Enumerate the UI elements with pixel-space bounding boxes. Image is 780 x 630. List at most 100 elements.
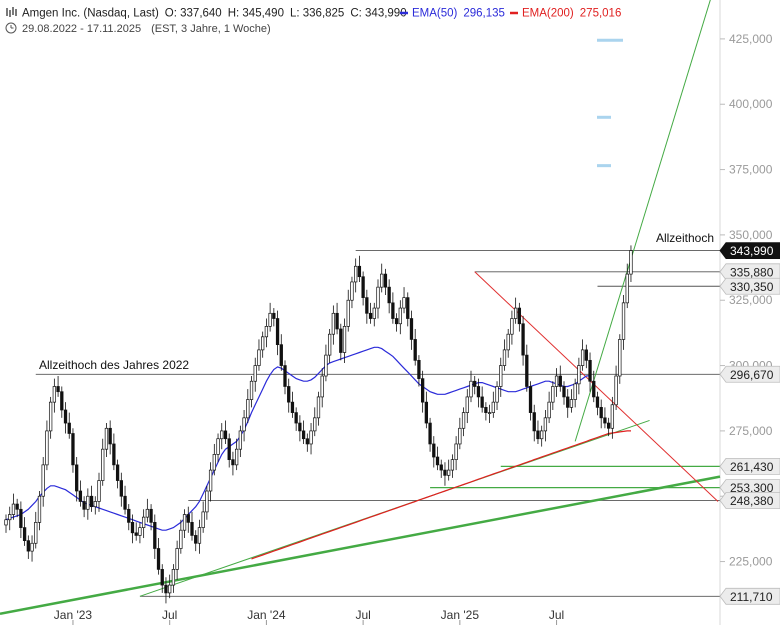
candle: [551, 381, 555, 410]
price-markers-layer: [597, 38, 623, 168]
candle: [205, 485, 209, 520]
clock-icon: [5, 22, 17, 34]
high-value: H: 345,490: [228, 8, 284, 20]
candle: [101, 438, 105, 486]
candle: [484, 402, 488, 421]
candle-body: [595, 396, 600, 408]
candle-body: [432, 443, 436, 458]
candle: [517, 302, 522, 332]
candle-body: [603, 417, 607, 424]
candle-body: [41, 464, 45, 497]
candle: [104, 423, 109, 458]
candle-body: [8, 514, 12, 521]
candle: [342, 318, 347, 363]
level-badge: 343,990: [719, 242, 780, 260]
legend: EMA(50) 296,135 EMA(200) 275,016: [400, 8, 621, 20]
close-value: C: 343,990: [350, 8, 406, 20]
candle-body: [499, 365, 503, 387]
candle-body: [108, 427, 112, 445]
candle-body: [86, 495, 90, 510]
candle: [528, 381, 533, 421]
candle-body: [383, 273, 388, 288]
candle: [320, 368, 324, 408]
candle-body: [60, 391, 64, 411]
plot-area[interactable]: [0, 0, 720, 625]
candle-body: [186, 514, 190, 523]
candle: [253, 357, 257, 392]
candle-body: [48, 401, 53, 432]
candle: [108, 420, 112, 455]
candle: [141, 509, 146, 539]
candle-body: [11, 503, 16, 515]
legend-ema200-label: EMA(200): [522, 8, 574, 20]
candle: [465, 389, 469, 424]
candle-body: [294, 412, 298, 424]
candle-body: [562, 386, 566, 398]
candle: [194, 530, 198, 552]
candle-body: [495, 386, 499, 403]
candle-body: [168, 584, 172, 594]
candle-body: [179, 529, 183, 549]
candle: [409, 310, 414, 350]
candle-body: [502, 349, 507, 366]
level-badge: 211,710: [719, 587, 780, 605]
candle-body: [465, 396, 469, 413]
candle-body: [625, 273, 629, 304]
level-badge: 330,350: [719, 277, 780, 295]
candle-body: [89, 495, 94, 508]
candle: [532, 404, 536, 442]
level-badge-label: 248,380: [730, 494, 774, 508]
candle-body: [134, 532, 138, 536]
candle: [435, 446, 440, 471]
legend-ema50-value: 296,135: [463, 8, 505, 20]
candle-body: [614, 375, 618, 406]
candle: [614, 365, 618, 410]
candle: [186, 506, 190, 533]
candle-body: [592, 380, 596, 398]
candle: [339, 323, 343, 361]
candle: [569, 389, 574, 413]
candle-body: [216, 438, 220, 455]
candle: [361, 271, 365, 306]
candle-body: [93, 501, 97, 508]
candle-body: [342, 326, 347, 353]
candle-body: [554, 375, 559, 387]
candle-body: [580, 349, 585, 366]
candle: [301, 420, 306, 444]
candle: [480, 386, 484, 413]
candle: [491, 391, 495, 418]
candle-body: [34, 522, 38, 544]
candle: [223, 420, 228, 444]
candle: [562, 381, 566, 405]
candle: [279, 334, 283, 371]
y-tick-label: 375,000: [729, 163, 773, 177]
candle: [502, 339, 507, 371]
candle: [63, 402, 68, 434]
svg-text:EMA(50)296,135: EMA(50) 296,135: [412, 8, 505, 20]
candle-body: [339, 328, 343, 353]
candle-body: [283, 365, 287, 387]
candle-body: [82, 501, 86, 510]
candle-body: [194, 535, 198, 544]
candle-body: [327, 333, 332, 356]
candle: [168, 574, 172, 599]
chart-type-icon[interactable]: [6, 7, 17, 17]
candle: [242, 409, 246, 442]
trendlines-layer: [0, 0, 721, 616]
candle: [119, 472, 123, 507]
candle-body: [279, 344, 283, 366]
candle: [138, 522, 142, 544]
candle: [89, 485, 94, 512]
candle-body: [119, 480, 123, 497]
candle: [60, 386, 64, 418]
candle-body: [354, 265, 358, 283]
candle: [115, 459, 120, 489]
candle: [357, 255, 362, 282]
candle-body: [525, 354, 529, 387]
candle-body: [413, 339, 417, 361]
x-tick-label: Jul: [549, 608, 564, 622]
candle-body: [305, 438, 309, 445]
candle-body: [205, 490, 209, 513]
